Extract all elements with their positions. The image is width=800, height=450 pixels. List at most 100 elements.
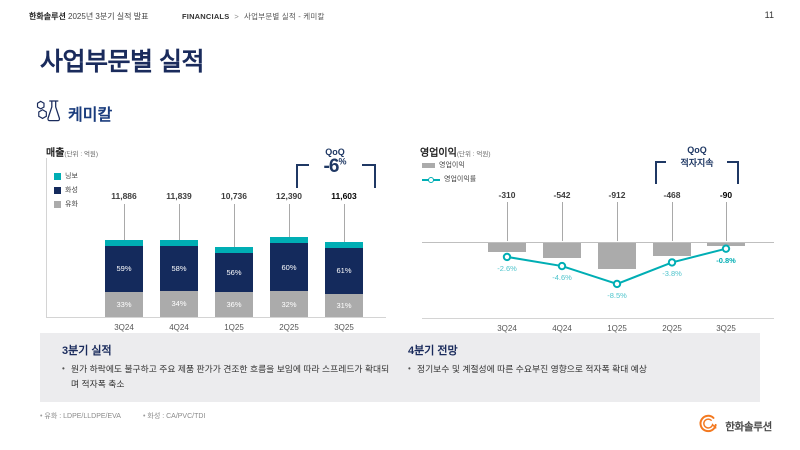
qoq-label: QoQ: [687, 145, 707, 155]
segment-pct-label: 61%: [336, 266, 352, 276]
segment-pct-label: 56%: [226, 267, 242, 277]
legend-item-navy: 화성: [54, 185, 78, 195]
margin-line-chart: [502, 244, 731, 289]
leader-line: [178, 204, 180, 241]
legend-item-teal: 닝보: [54, 171, 78, 181]
page-title: 사업부문별 실적: [40, 48, 204, 76]
profit-bar: [543, 243, 581, 259]
bar-segment-yuhwa: 32%: [270, 291, 308, 317]
legend-item-profit: 영업이익: [422, 160, 476, 170]
bar-segment-hwaseong: 60%: [270, 243, 308, 292]
breadcrumb-root: FINANCIALS: [182, 12, 230, 21]
segment-pct-label: 32%: [281, 299, 297, 309]
bar-segment-ningbo: [215, 247, 253, 253]
bar-total-label: 11,839: [166, 191, 192, 201]
qoq-value-suffix: %: [338, 156, 347, 167]
leader-line: [561, 202, 563, 241]
segment-pct-label: 59%: [116, 264, 132, 274]
bar-segment-ningbo: [160, 240, 198, 247]
legend-item-margin: 영업이익률: [422, 174, 476, 184]
y-axis-line: [46, 158, 47, 317]
margin-point: [557, 261, 567, 271]
bar-segment-yuhwa: 36%: [215, 291, 253, 317]
page-number: 11: [764, 10, 774, 20]
leader-line: [233, 204, 235, 248]
breadcrumb-separator: >: [234, 12, 240, 21]
q4-outlook-title: 4분기 전망: [408, 345, 458, 357]
margin-pct-label: -8.5%: [607, 290, 627, 300]
profit-value-label: -310: [498, 190, 516, 200]
x-axis-label: 4Q24: [552, 324, 572, 333]
profit-bar: [707, 243, 745, 246]
legend-margin-label: 영업이익률: [444, 176, 477, 183]
slide-header: 한화솔루션 2025년 3분기 실적 발표: [29, 11, 148, 22]
leader-line: [343, 204, 345, 242]
profit-value-label: -468: [663, 190, 681, 200]
margin-point: [612, 279, 622, 289]
revenue-chart-title: 매출(단위 : 억원): [46, 144, 98, 159]
margin-point: [667, 258, 677, 267]
gray-swatch: [54, 200, 61, 208]
bar-segment-yuhwa: 31%: [325, 293, 363, 317]
bar-segment-ningbo: [105, 239, 143, 247]
x-axis-label: 3Q25: [334, 323, 354, 332]
header-subtitle: 2025년 3분기 실적 발표: [65, 12, 149, 21]
segment-pct-label: 33%: [116, 299, 132, 309]
breadcrumb: FINANCIALS > 사업부문별 실적 - 케미칼: [182, 11, 325, 22]
chemical-flask-icon: [34, 97, 61, 129]
profit-bar-swatch: [422, 162, 435, 168]
margin-pct-label: -4.6%: [552, 273, 572, 283]
legend-profit-label: 영업이익: [439, 162, 465, 169]
profit-chart-title: 영업이익(단위 : 억원): [420, 144, 490, 159]
bar-segment-yuhwa: 34%: [160, 290, 198, 317]
commentary-box: 3분기 실적 원가 하락에도 불구하고 주요 제품 판가가 견조한 흐름을 보임…: [40, 333, 760, 402]
bar-segment-ningbo: [270, 236, 308, 244]
leader-line: [123, 204, 125, 240]
bar-segment-hwaseong: 59%: [105, 246, 143, 292]
margin-point: [721, 244, 731, 253]
qoq-bracket-left: [296, 164, 298, 188]
bar-total-label: 12,390: [276, 191, 302, 201]
profit-value-label: -90: [719, 190, 733, 200]
x-axis-label: 4Q24: [169, 323, 189, 332]
bar-segment-hwaseong: 61%: [325, 247, 363, 294]
leader-line: [725, 202, 727, 241]
legend-item-gray: 유화: [54, 199, 78, 209]
leader-line: [671, 202, 673, 241]
qoq-bracket-left: [655, 161, 657, 184]
x-axis-label: 3Q24: [114, 323, 134, 332]
margin-pct-label: -0.8%: [716, 255, 736, 265]
hanwha-swirl-icon: [697, 412, 720, 440]
navy-swatch: [54, 186, 61, 194]
bar-total-label: 11,603: [331, 191, 357, 201]
margin-line-swatch: [422, 176, 440, 183]
qoq-status: 적자지속: [680, 158, 714, 168]
profit-title-text: 영업이익: [420, 148, 457, 159]
qoq-bracket-right: [374, 164, 376, 188]
footnote-hwaseong: 화성 : CA/PVC/TDI: [143, 411, 205, 421]
teal-swatch: [54, 172, 61, 180]
margin-pct-label: -2.6%: [497, 263, 517, 273]
section-chemical: 케미칼: [34, 97, 112, 129]
segment-pct-label: 34%: [171, 299, 187, 309]
company-logo: 한화솔루션: [697, 412, 772, 440]
q3-results-block: 3분기 실적 원가 하락에도 불구하고 주요 제품 판가가 견조한 흐름을 보임…: [62, 342, 392, 393]
zero-line: [422, 242, 774, 243]
legend-label: 화성: [65, 187, 78, 194]
qoq-bracket-right-top: [727, 161, 738, 163]
x-axis-label: 3Q24: [497, 324, 517, 333]
leader-line: [506, 202, 508, 241]
x-axis-label: 3Q25: [716, 324, 736, 333]
qoq-bracket-left-top: [296, 164, 309, 166]
profit-chart: 영업이익(단위 : 억원) 영업이익 영업이익률 QoQ 적자지속 -310 3Q…: [420, 140, 780, 336]
bar-segment-ningbo: [325, 241, 363, 248]
q4-outlook-block: 4분기 전망 정기보수 및 계절성에 따른 수요부진 영향으로 적자폭 확대 예…: [408, 342, 753, 377]
legend-label: 닝보: [65, 173, 78, 180]
footnotes: 유화 : LDPE/LLDPE/EVA 화성 : CA/PVC/TDI: [40, 411, 205, 421]
revenue-unit-label: (단위 : 억원): [64, 151, 99, 158]
qoq-label: QoQ: [325, 147, 345, 157]
bar-segment-hwaseong: 56%: [215, 252, 253, 292]
x-axis-line: [422, 318, 774, 319]
x-axis-label: 1Q25: [224, 323, 244, 332]
qoq-value-number: -6: [323, 156, 340, 177]
